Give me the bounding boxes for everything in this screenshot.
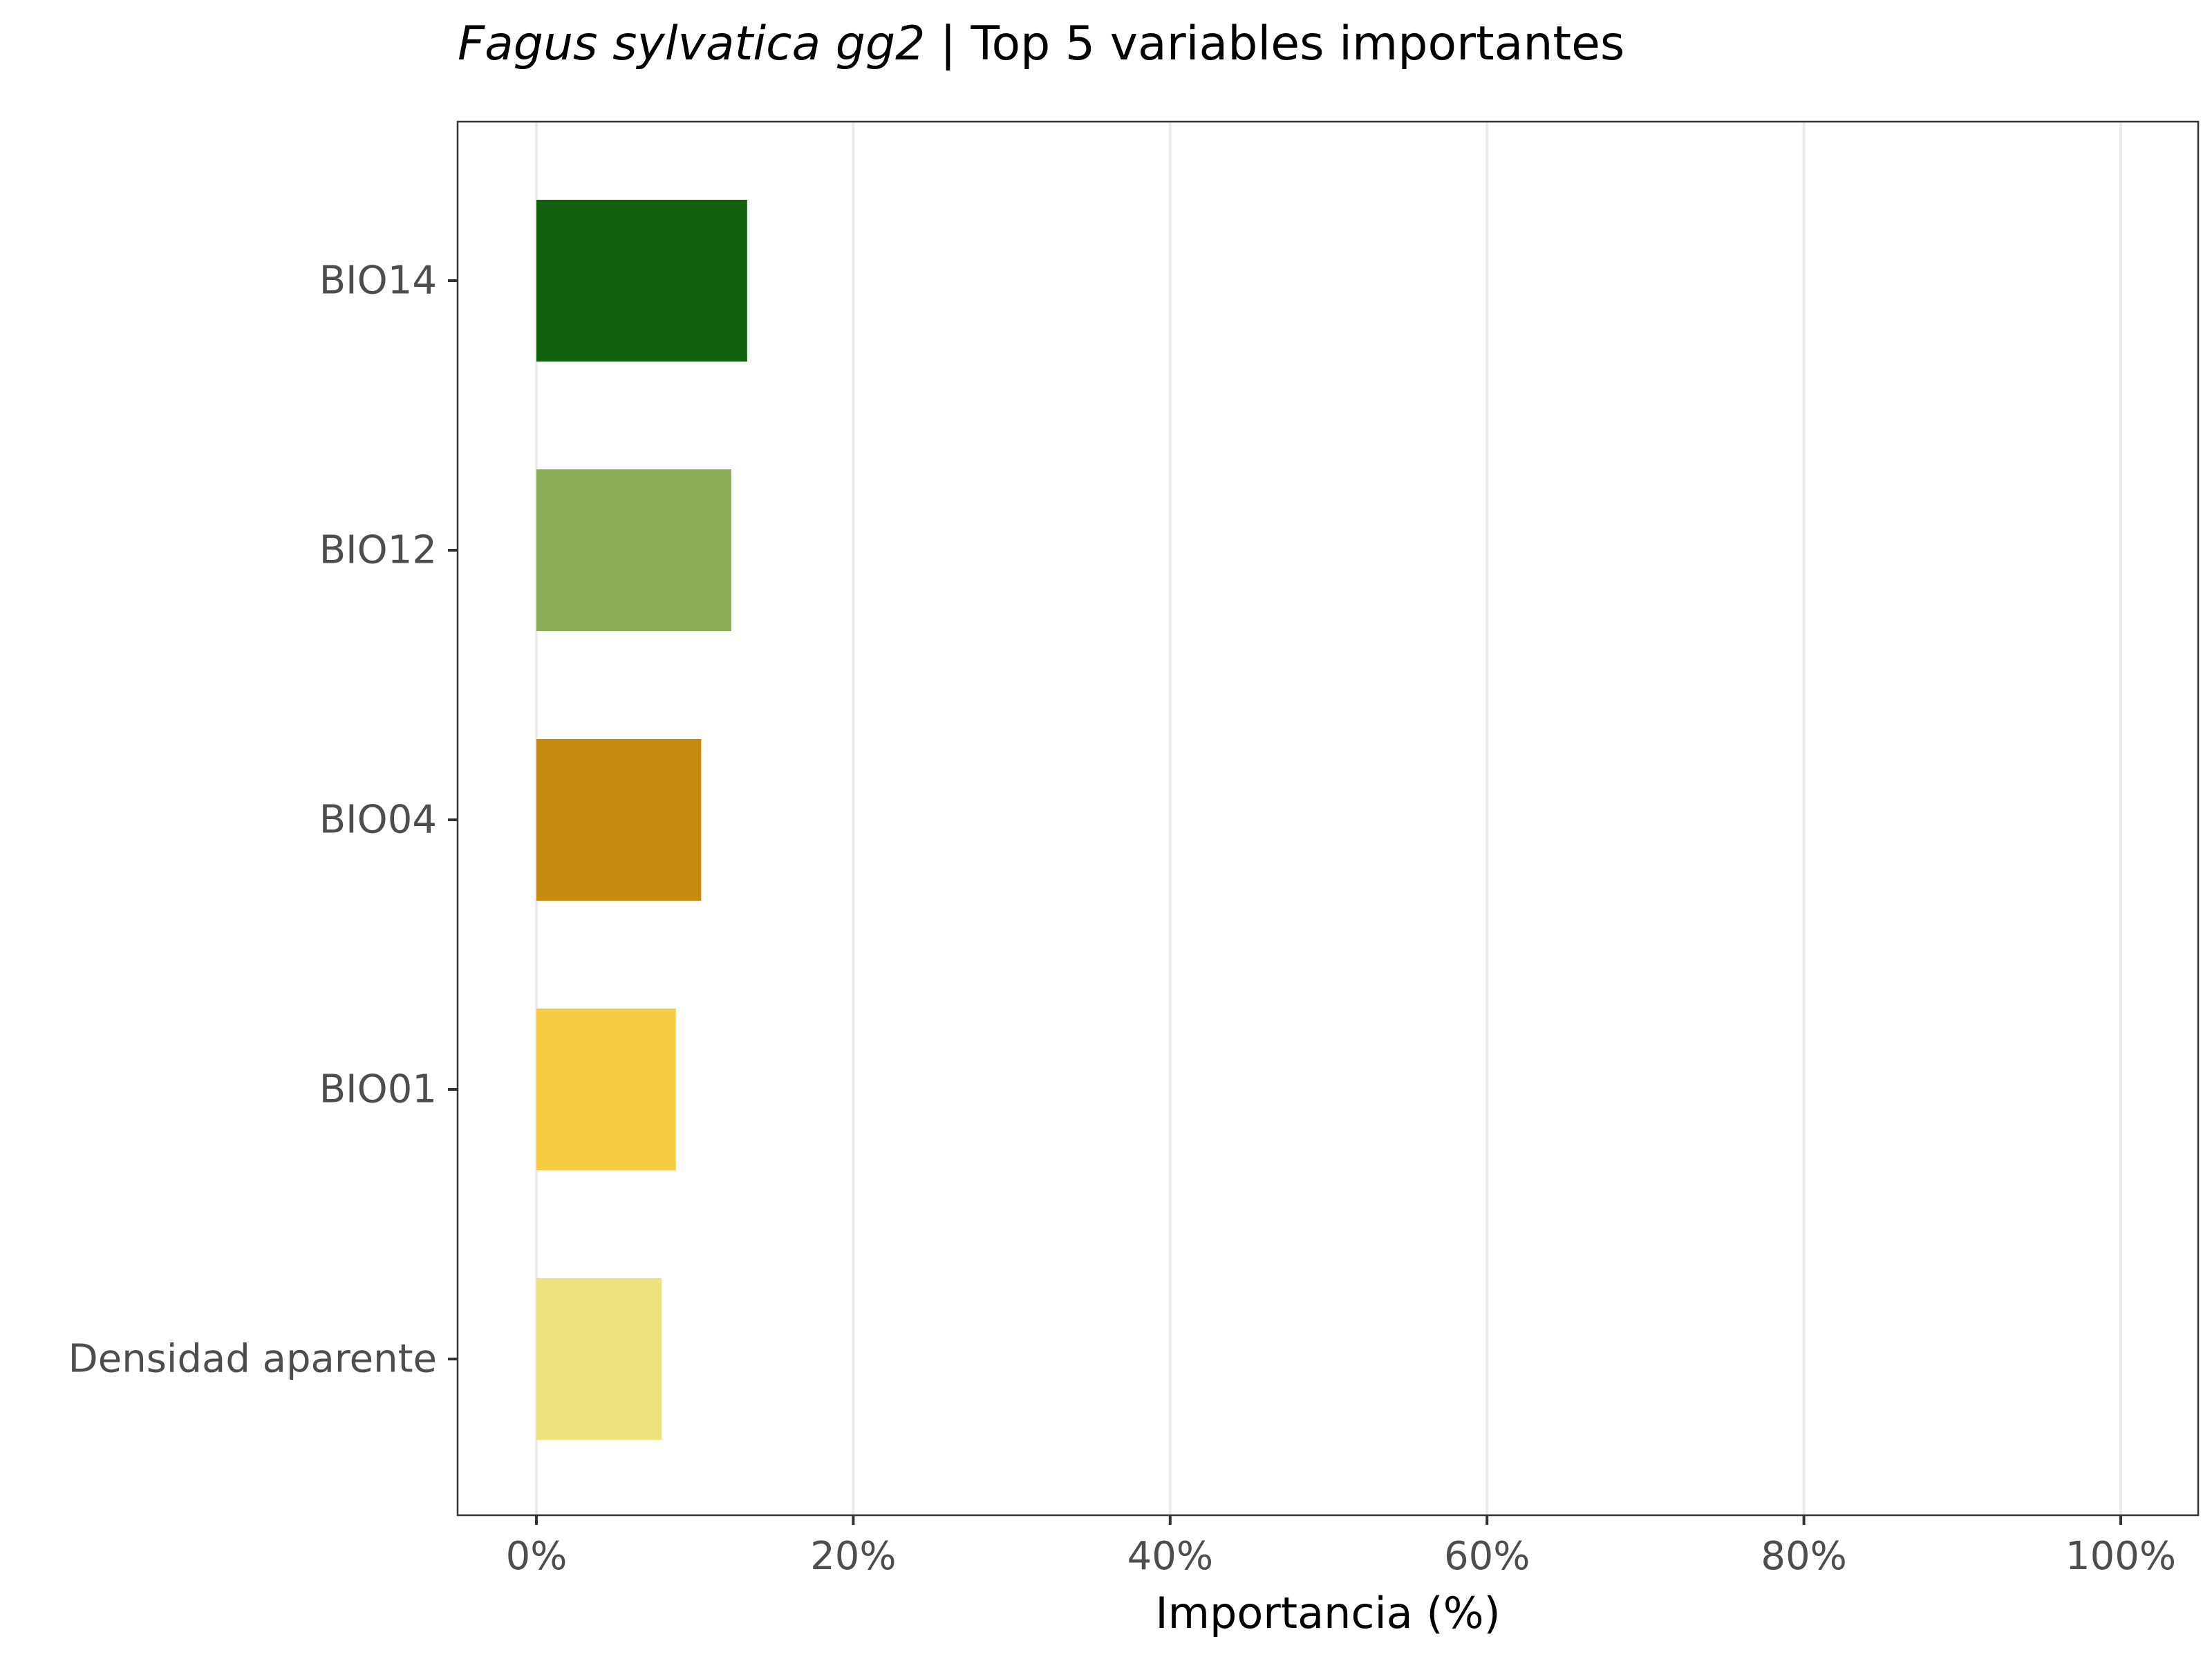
y-tick-label-3: BIO01: [319, 1067, 437, 1112]
bar-1: [536, 469, 731, 631]
bar-4: [536, 1278, 662, 1440]
chart-title-italic: Fagus sylvatica gg2: [458, 17, 925, 71]
bar-0: [536, 200, 747, 362]
y-tick-label-1: BIO12: [319, 528, 437, 573]
x-tick-label-2: 40%: [1127, 1534, 1213, 1579]
chart-title: Fagus sylvatica gg2 | Top 5 variables im…: [458, 17, 1624, 71]
bar-3: [536, 1009, 676, 1170]
bar-layer: [536, 200, 747, 1440]
x-axis: 0% 20% 40% 60% 80% 100%: [506, 1515, 2176, 1579]
x-tick-label-1: 20%: [810, 1534, 896, 1579]
x-axis-title: Importancia (%): [1155, 1588, 1500, 1638]
y-axis: BIO14 BIO12 BIO04 BIO01 Densidad aparente: [68, 259, 458, 1382]
bar-2: [536, 739, 702, 901]
x-tick-label-4: 80%: [1761, 1534, 1846, 1579]
x-tick-label-0: 0%: [506, 1534, 568, 1579]
x-tick-label-5: 100%: [2065, 1534, 2176, 1579]
y-tick-label-4: Densidad aparente: [68, 1337, 437, 1382]
y-tick-label-2: BIO04: [319, 798, 437, 843]
chart-title-rest: | Top 5 variables importantes: [925, 17, 1624, 71]
x-tick-label-3: 60%: [1444, 1534, 1530, 1579]
y-tick-label-0: BIO14: [319, 259, 437, 303]
